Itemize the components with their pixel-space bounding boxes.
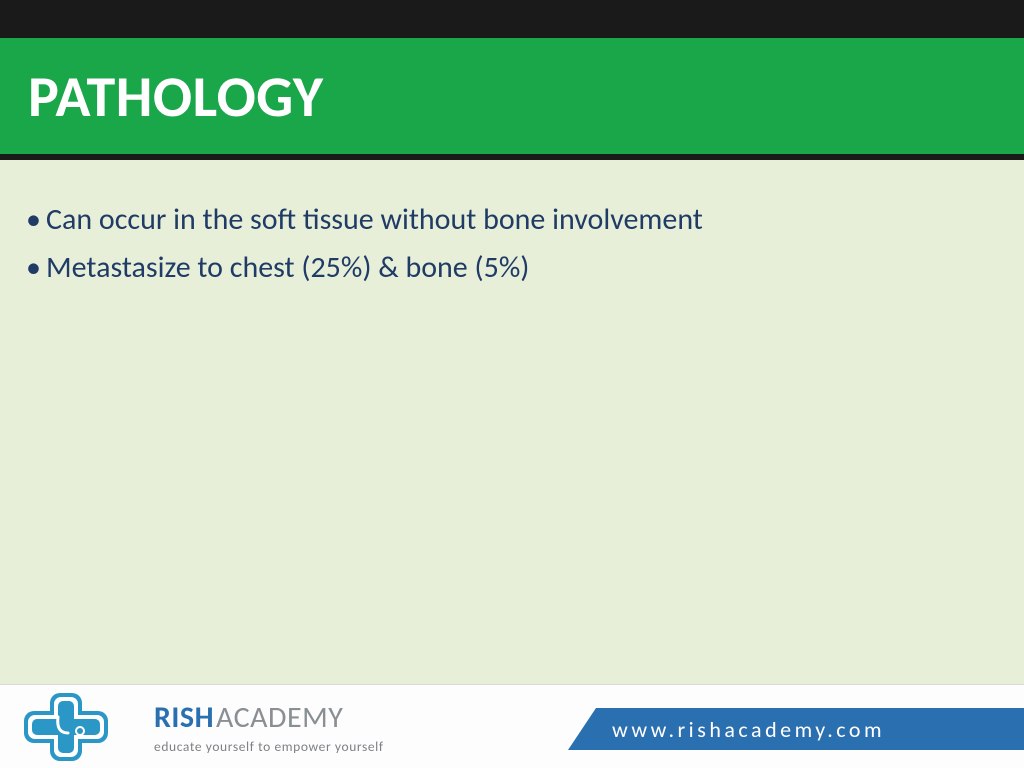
brand-tagline: educate yourself to empower yourself — [154, 738, 384, 755]
bullet-list: Can occur in the soft tissue without bon… — [24, 198, 1000, 289]
brand-academy: ACADEMY — [216, 699, 343, 736]
footer: RISHACADEMY educate yourself to empower … — [0, 684, 1024, 768]
content-area: Can occur in the soft tissue without bon… — [0, 160, 1024, 684]
brand-rish: RISH — [154, 699, 214, 736]
brand-block: RISHACADEMY educate yourself to empower … — [154, 699, 384, 755]
slide: PATHOLOGY Can occur in the soft tissue w… — [0, 0, 1024, 768]
brand-name: RISHACADEMY — [154, 699, 384, 736]
title-bar: PATHOLOGY — [0, 38, 1024, 154]
top-black-bar — [0, 0, 1024, 38]
slide-title: PATHOLOGY — [28, 61, 324, 132]
bullet-item: Metastasize to chest (25%) & bone (5%) — [24, 246, 1000, 290]
bullet-item: Can occur in the soft tissue without bon… — [24, 198, 1000, 242]
logo-icon — [18, 687, 114, 767]
url-ribbon: www.rishacademy.com — [568, 708, 1024, 750]
url-text: www.rishacademy.com — [612, 716, 885, 743]
